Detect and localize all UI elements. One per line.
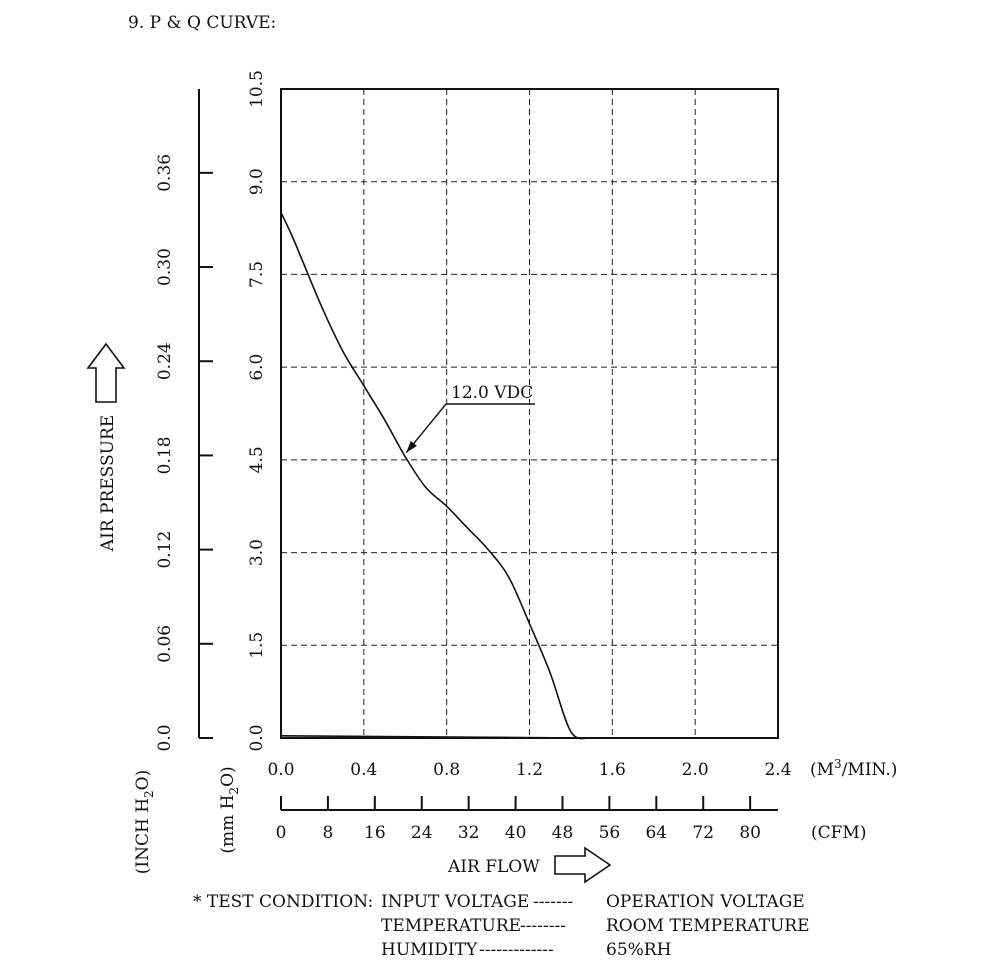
- mm-h2o-unit-label: (mm H2O): [218, 766, 241, 853]
- x-tick-label: 0.4: [350, 760, 377, 780]
- condition-3-dashes: -------------: [479, 940, 554, 960]
- air-flow-label: AIR FLOW: [447, 857, 540, 877]
- inch-unit-subscript: 2: [142, 790, 156, 798]
- page-title: 9. P & Q CURVE:: [128, 13, 276, 33]
- grid-lines: [281, 89, 778, 738]
- series-12vdc-line: [280, 212, 590, 740]
- y-tick-label: 0.0: [247, 724, 267, 751]
- mm-unit-text-end: O): [218, 766, 238, 787]
- inch-h2o-unit-label: (INCH H2O): [133, 770, 156, 875]
- cfm-unit-label: (CFM): [811, 823, 866, 843]
- mm-unit-text: (mm H: [218, 795, 238, 854]
- inch-tick-label: 0.12: [155, 531, 175, 569]
- test-condition-prefix: * TEST CONDITION:: [193, 892, 373, 912]
- cfm-tick-label: 8: [323, 823, 334, 843]
- y-tick-label: 10.5: [247, 70, 267, 108]
- up-arrow-icon: [86, 342, 126, 403]
- air-pressure-label: AIR PRESSURE: [98, 415, 118, 552]
- condition-3-right: 65%RH: [606, 940, 671, 960]
- y-tick-label: 9.0: [247, 168, 267, 195]
- inch-tick-label: 0.18: [155, 436, 175, 474]
- inch-tick-label: 0.06: [155, 625, 175, 663]
- x-tick-label: 0.0: [267, 760, 294, 780]
- y-tick-label: 7.5: [247, 261, 267, 288]
- series-annotation: 12.0 VDC: [405, 383, 535, 454]
- annotation-arrowhead: [406, 440, 417, 453]
- cfm-tick-label: 32: [458, 823, 480, 843]
- condition-1-left: INPUT VOLTAGE: [381, 892, 529, 912]
- cfm-tick-label: 64: [645, 823, 667, 843]
- condition-1-right: OPERATION VOLTAGE: [606, 892, 805, 912]
- condition-2-dashes: --------: [520, 916, 566, 936]
- y-tick-label: 3.0: [247, 539, 267, 566]
- zero-baseline-line: [280, 734, 590, 739]
- m3-unit-rest: /MIN.): [842, 760, 898, 780]
- x-tick-label: 2.4: [764, 760, 791, 780]
- x-tick-label: 1.6: [599, 760, 626, 780]
- series-12vdc-label: 12.0 VDC: [451, 383, 533, 403]
- inch-tick-label: 0.24: [155, 342, 175, 380]
- inch-unit-text: (INCH H: [133, 798, 153, 874]
- inch-unit-text-end: O): [133, 770, 153, 791]
- m3-unit-superscript: 3: [834, 757, 842, 771]
- cfm-tick-label: 16: [364, 823, 386, 843]
- mm-h2o-tick-labels: 0.0 1.5 3.0 4.5 6.0 7.5 9.0 10.5: [247, 70, 267, 751]
- y-tick-label: 1.5: [247, 632, 267, 659]
- cfm-tick-label: 0: [276, 823, 287, 843]
- test-conditions: * TEST CONDITION: INPUT VOLTAGE ------- …: [193, 892, 810, 960]
- m3-min-tick-labels: 0.0 0.4 0.8 1.2 1.6 2.0 2.4: [267, 760, 791, 780]
- x-tick-label: 0.8: [433, 760, 460, 780]
- m3-min-unit-label: (M3/MIN.): [810, 757, 897, 780]
- cfm-axis: 0 8 16 24 32 40 48 56 64 72 80: [276, 796, 778, 843]
- y-tick-label: 4.5: [247, 446, 267, 473]
- right-arrow-icon: [554, 846, 612, 884]
- inch-tick-label: 0.36: [155, 154, 175, 192]
- cfm-tick-label: 24: [411, 823, 433, 843]
- x-tick-label: 1.2: [516, 760, 543, 780]
- inch-tick-label: 0.0: [155, 724, 175, 751]
- mm-unit-subscript: 2: [227, 787, 241, 795]
- condition-2-left: TEMPERATURE: [381, 916, 521, 936]
- cfm-tick-label: 80: [739, 823, 761, 843]
- condition-1-dashes: -------: [533, 892, 573, 912]
- condition-2-right: ROOM TEMPERATURE: [606, 916, 810, 936]
- cfm-tick-label: 56: [599, 823, 621, 843]
- y-tick-label: 6.0: [247, 354, 267, 381]
- inch-tick-label: 0.30: [155, 248, 175, 286]
- m3-unit-base: (M: [810, 760, 834, 780]
- condition-3-left: HUMIDITY: [381, 940, 478, 960]
- cfm-tick-label: 72: [692, 823, 714, 843]
- x-tick-label: 2.0: [682, 760, 709, 780]
- cfm-tick-label: 48: [552, 823, 574, 843]
- inch-h2o-axis: 0.0 0.06 0.12 0.18 0.24 0.30 0.36: [155, 89, 213, 752]
- cfm-tick-label: 40: [505, 823, 527, 843]
- air-pressure-axis-title: AIR PRESSURE: [86, 342, 126, 552]
